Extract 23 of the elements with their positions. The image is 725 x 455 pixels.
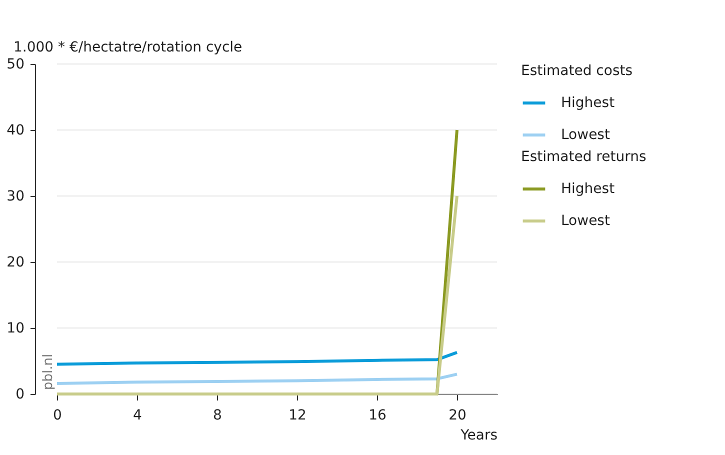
- legend-label: Highest: [561, 181, 616, 197]
- x-tick-label: 20: [448, 408, 466, 424]
- line-series: [56, 350, 458, 366]
- x-tick-label: 4: [133, 408, 142, 424]
- y-tick-label: 30: [6, 188, 24, 204]
- y-tick-label: 20: [6, 254, 24, 270]
- legend-label: Lowest: [561, 213, 610, 229]
- x-axis-title: Years: [460, 428, 498, 444]
- y-tick-label: 40: [6, 122, 24, 138]
- text: Estimated returns: [521, 149, 646, 165]
- legend-label: Highest: [561, 95, 616, 111]
- x-tick-label: 16: [368, 408, 386, 424]
- y-tick-label: 50: [6, 56, 24, 72]
- text: Estimated costs: [521, 63, 633, 79]
- text: pbl.nl: [41, 354, 56, 390]
- y-tick-label: 0: [16, 386, 24, 402]
- x-tick-label: 8: [213, 408, 222, 424]
- y-tick-label: 10: [6, 320, 24, 336]
- x-tick-label: 12: [288, 408, 306, 424]
- x-tick-label: 0: [53, 408, 62, 424]
- legend-label: Lowest: [561, 127, 610, 143]
- y-axis-title: 1.000 * €/hectatre/rotation cycle: [14, 40, 242, 56]
- line-series: [56, 372, 458, 385]
